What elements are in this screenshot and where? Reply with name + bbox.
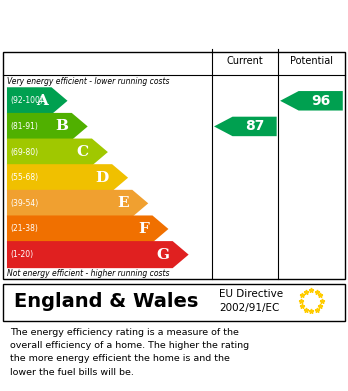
Text: (1-20): (1-20) xyxy=(10,250,33,259)
Text: G: G xyxy=(156,248,169,262)
Text: (39-54): (39-54) xyxy=(10,199,39,208)
Text: The energy efficiency rating is a measure of the
overall efficiency of a home. T: The energy efficiency rating is a measur… xyxy=(10,328,250,377)
Text: EU Directive
2002/91/EC: EU Directive 2002/91/EC xyxy=(219,289,283,313)
Text: Energy Efficiency Rating: Energy Efficiency Rating xyxy=(10,14,258,32)
Text: (55-68): (55-68) xyxy=(10,173,39,182)
Text: (21-38): (21-38) xyxy=(10,224,38,233)
Text: A: A xyxy=(36,94,48,108)
Polygon shape xyxy=(214,117,277,136)
Text: England & Wales: England & Wales xyxy=(14,292,198,311)
Text: 96: 96 xyxy=(311,94,330,108)
Polygon shape xyxy=(280,91,343,111)
Text: E: E xyxy=(117,196,129,210)
Polygon shape xyxy=(7,87,68,114)
Text: Very energy efficient - lower running costs: Very energy efficient - lower running co… xyxy=(7,77,169,86)
Polygon shape xyxy=(7,138,108,166)
Polygon shape xyxy=(7,113,88,140)
Text: (92-100): (92-100) xyxy=(10,96,43,105)
Text: 87: 87 xyxy=(245,119,264,133)
Text: Potential: Potential xyxy=(290,56,333,66)
Text: (81-91): (81-91) xyxy=(10,122,38,131)
Polygon shape xyxy=(7,164,128,191)
Text: C: C xyxy=(76,145,88,159)
Polygon shape xyxy=(7,215,168,242)
Text: B: B xyxy=(55,119,68,133)
Text: Not energy efficient - higher running costs: Not energy efficient - higher running co… xyxy=(7,269,169,278)
Polygon shape xyxy=(7,241,189,268)
Polygon shape xyxy=(7,190,148,217)
Text: Current: Current xyxy=(227,56,264,66)
Text: (69-80): (69-80) xyxy=(10,147,39,156)
Text: D: D xyxy=(95,171,109,185)
Text: F: F xyxy=(138,222,149,236)
